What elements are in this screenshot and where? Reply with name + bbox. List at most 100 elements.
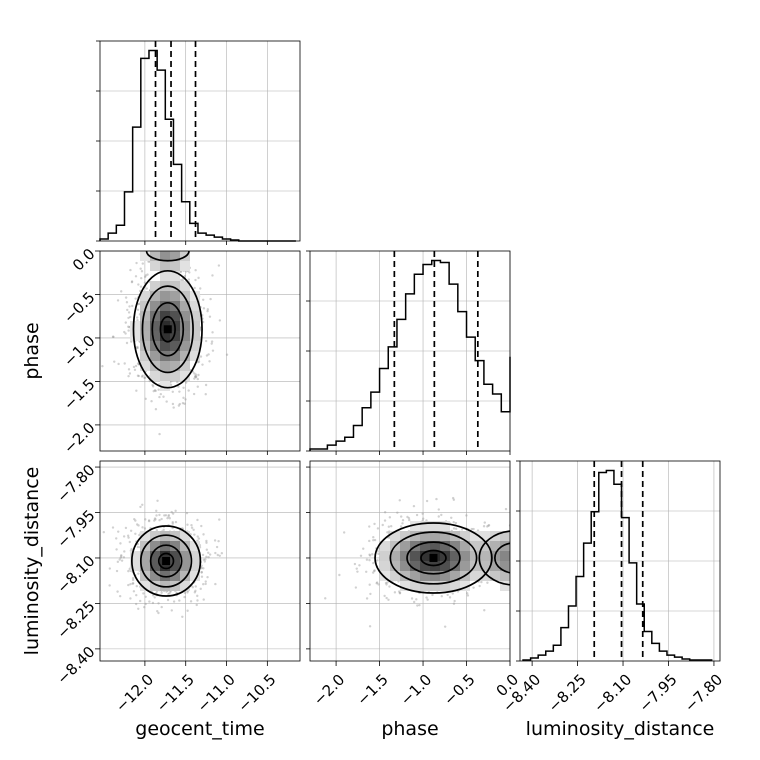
sample-point bbox=[372, 561, 375, 565]
sample-point bbox=[137, 374, 140, 378]
edge-contour-1 bbox=[494, 542, 510, 574]
density-cell bbox=[390, 571, 400, 581]
sample-point bbox=[358, 564, 361, 567]
density-cell bbox=[170, 251, 180, 261]
density-cell bbox=[500, 541, 510, 551]
sample-point bbox=[215, 545, 219, 549]
sample-point bbox=[194, 269, 197, 272]
sample-point bbox=[397, 590, 401, 593]
sample-point bbox=[164, 514, 168, 517]
sample-point bbox=[443, 625, 447, 628]
sample-point bbox=[136, 545, 140, 549]
sample-point bbox=[170, 510, 173, 514]
density-cell bbox=[150, 551, 160, 561]
sample-point bbox=[412, 600, 416, 604]
sample-point bbox=[141, 374, 144, 377]
sample-point bbox=[136, 345, 139, 349]
sample-point bbox=[141, 503, 144, 506]
sample-point bbox=[371, 553, 374, 556]
sample-point bbox=[185, 511, 189, 515]
sample-point bbox=[160, 605, 163, 609]
sample-point bbox=[415, 513, 419, 517]
density-cell bbox=[400, 561, 410, 571]
sample-point bbox=[368, 525, 371, 528]
sample-point bbox=[171, 520, 174, 524]
x-tick-label-luminosity_distance: −7.95 bbox=[636, 671, 681, 716]
x-axis-label-phase: phase bbox=[381, 718, 438, 740]
sample-point bbox=[353, 562, 357, 566]
density-cell bbox=[430, 571, 440, 581]
density-cell bbox=[450, 551, 460, 561]
sample-point bbox=[135, 316, 139, 319]
density-cell bbox=[480, 531, 490, 541]
sample-point bbox=[153, 517, 157, 520]
sample-point bbox=[156, 609, 159, 613]
sample-point bbox=[128, 372, 132, 375]
density-body bbox=[100, 244, 300, 451]
sample-point bbox=[387, 525, 391, 528]
sample-point bbox=[365, 558, 369, 561]
density-cell bbox=[190, 341, 200, 351]
density-cell bbox=[150, 351, 160, 361]
sample-point bbox=[203, 560, 207, 563]
density-body bbox=[100, 461, 300, 661]
sample-point bbox=[130, 280, 134, 284]
y-tick-label-phase: −0.5 bbox=[60, 288, 98, 326]
density-cell bbox=[440, 571, 450, 581]
sample-point bbox=[136, 374, 140, 377]
density-cell bbox=[410, 571, 420, 581]
sample-point bbox=[166, 516, 169, 520]
contour-level-0 bbox=[130, 525, 202, 597]
sample-point bbox=[151, 601, 155, 605]
sample-point bbox=[123, 550, 126, 553]
sample-point bbox=[147, 519, 151, 523]
sample-point bbox=[155, 509, 158, 513]
density-cell bbox=[460, 541, 470, 551]
sample-point bbox=[154, 389, 157, 393]
x-tick-label-phase: −2.0 bbox=[310, 671, 348, 709]
density-cell bbox=[450, 581, 460, 591]
contour-level-1 bbox=[139, 534, 193, 588]
density-cell bbox=[170, 561, 180, 571]
sample-point bbox=[220, 552, 224, 555]
density-cell bbox=[470, 531, 480, 541]
density-cell bbox=[490, 541, 500, 551]
sample-point bbox=[195, 603, 198, 607]
sample-point bbox=[111, 335, 115, 338]
density-cell bbox=[400, 571, 410, 581]
sample-point bbox=[383, 511, 387, 514]
sample-point bbox=[147, 519, 151, 522]
sample-point bbox=[161, 244, 163, 246]
sample-point bbox=[153, 596, 156, 599]
density-cell bbox=[170, 291, 180, 301]
sample-point bbox=[365, 570, 368, 573]
sample-point bbox=[196, 518, 199, 522]
sample-point bbox=[193, 377, 196, 380]
density-cell bbox=[430, 521, 440, 531]
x-tick-label-luminosity_distance: −8.25 bbox=[545, 671, 590, 716]
y-tick-label-luminosity_distance: −8.10 bbox=[53, 552, 98, 597]
sample-point bbox=[368, 554, 372, 557]
density-peak-marker bbox=[163, 325, 172, 334]
density-cell bbox=[170, 331, 180, 341]
sample-point bbox=[383, 519, 387, 522]
sample-point bbox=[205, 548, 209, 551]
sample-point bbox=[407, 516, 411, 520]
sample-point bbox=[179, 270, 182, 274]
sample-point bbox=[124, 296, 128, 299]
sample-point bbox=[396, 511, 399, 514]
density-cell bbox=[180, 541, 190, 551]
sample-point bbox=[199, 355, 203, 358]
sample-point bbox=[372, 536, 375, 539]
density-cell bbox=[130, 321, 140, 331]
density-cell bbox=[160, 551, 170, 561]
density-cell bbox=[410, 521, 420, 531]
sample-point bbox=[207, 353, 210, 356]
sample-point bbox=[169, 590, 172, 593]
sample-point bbox=[194, 375, 198, 378]
sample-point bbox=[377, 552, 380, 556]
sample-point bbox=[201, 553, 205, 557]
sample-point bbox=[115, 548, 118, 551]
sample-point bbox=[137, 283, 140, 286]
sample-point bbox=[450, 516, 453, 519]
